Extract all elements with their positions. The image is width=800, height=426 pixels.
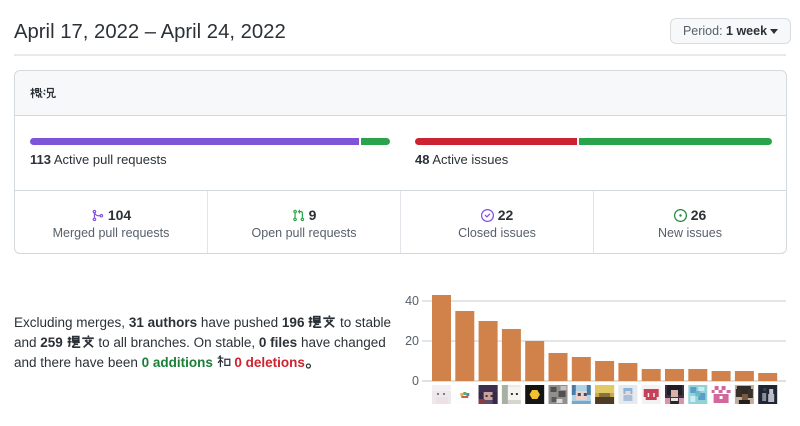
svg-text:20: 20 (405, 334, 419, 348)
svg-text:40: 40 (405, 294, 419, 308)
svg-text:0: 0 (412, 374, 419, 388)
